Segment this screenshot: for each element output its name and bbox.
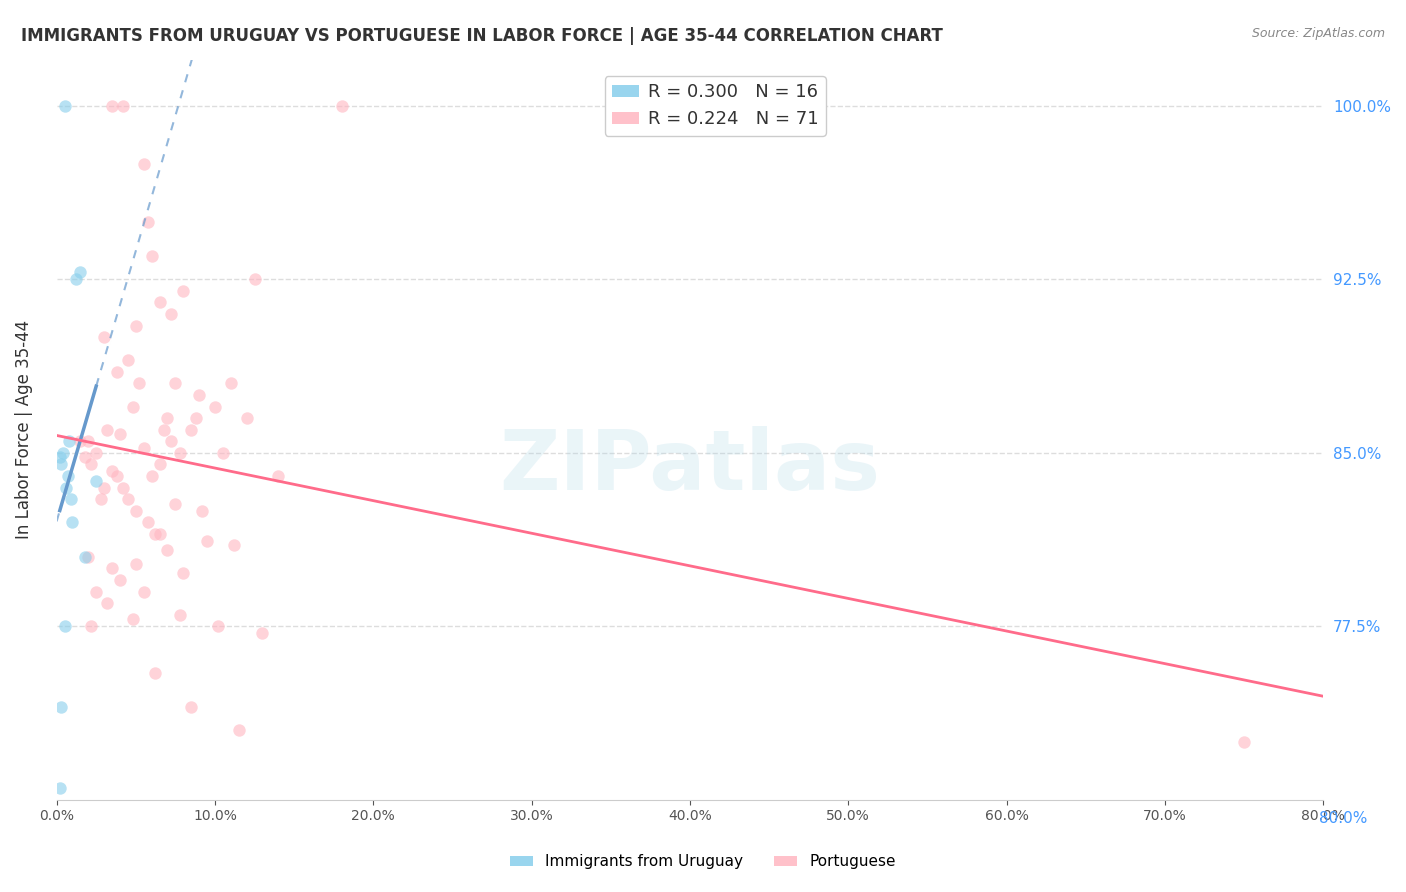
Text: Source: ZipAtlas.com: Source: ZipAtlas.com bbox=[1251, 27, 1385, 40]
Point bbox=[191, 503, 214, 517]
Point bbox=[69, 434, 91, 449]
Text: ZIPatlas: ZIPatlas bbox=[499, 426, 880, 508]
Point bbox=[49, 781, 72, 796]
Point bbox=[96, 423, 118, 437]
Point bbox=[49, 450, 72, 465]
Point bbox=[330, 99, 353, 113]
Point bbox=[141, 469, 163, 483]
Point bbox=[243, 272, 266, 286]
Point bbox=[90, 491, 112, 506]
Point bbox=[128, 376, 150, 391]
Point bbox=[222, 538, 245, 552]
Point bbox=[105, 365, 128, 379]
Point bbox=[138, 515, 160, 529]
Point bbox=[235, 411, 257, 425]
Point bbox=[180, 700, 202, 714]
Point bbox=[159, 434, 181, 449]
Point bbox=[108, 427, 131, 442]
Point bbox=[207, 619, 229, 633]
Point bbox=[75, 549, 97, 564]
Point bbox=[172, 284, 194, 298]
Point bbox=[125, 557, 148, 571]
Point bbox=[132, 441, 155, 455]
Point bbox=[65, 272, 87, 286]
Point bbox=[169, 607, 191, 622]
Point bbox=[84, 474, 107, 488]
Legend: R = 0.300   N = 16, R = 0.224   N = 71: R = 0.300 N = 16, R = 0.224 N = 71 bbox=[605, 76, 825, 136]
Point bbox=[143, 526, 166, 541]
Legend: Immigrants from Uruguay, Portuguese: Immigrants from Uruguay, Portuguese bbox=[505, 848, 901, 875]
Text: 80.0%: 80.0% bbox=[1319, 812, 1367, 826]
Point bbox=[132, 157, 155, 171]
Point bbox=[56, 469, 79, 483]
Point bbox=[53, 99, 76, 113]
Point bbox=[165, 376, 187, 391]
Point bbox=[159, 307, 181, 321]
Point bbox=[1233, 735, 1256, 749]
Point bbox=[188, 388, 211, 402]
Point bbox=[53, 619, 76, 633]
Point bbox=[252, 626, 274, 640]
Point bbox=[101, 99, 124, 113]
Point bbox=[148, 458, 170, 472]
Y-axis label: In Labor Force | Age 35-44: In Labor Force | Age 35-44 bbox=[15, 320, 32, 540]
Point bbox=[77, 549, 100, 564]
Point bbox=[180, 423, 202, 437]
Point bbox=[77, 434, 100, 449]
Point bbox=[156, 543, 179, 558]
Point bbox=[84, 584, 107, 599]
Point bbox=[228, 723, 250, 738]
Point bbox=[132, 584, 155, 599]
Point bbox=[156, 411, 179, 425]
Point bbox=[138, 214, 160, 228]
Point bbox=[51, 700, 73, 714]
Point bbox=[96, 596, 118, 610]
Point bbox=[172, 566, 194, 580]
Point bbox=[55, 481, 77, 495]
Point bbox=[204, 400, 226, 414]
Point bbox=[62, 515, 84, 529]
Point bbox=[165, 497, 187, 511]
Point bbox=[80, 619, 103, 633]
Point bbox=[143, 665, 166, 680]
Point bbox=[75, 450, 97, 465]
Point bbox=[112, 481, 135, 495]
Point bbox=[105, 469, 128, 483]
Point bbox=[117, 353, 139, 368]
Point bbox=[84, 446, 107, 460]
Point bbox=[148, 526, 170, 541]
Point bbox=[153, 423, 176, 437]
Point bbox=[212, 446, 235, 460]
Point bbox=[52, 446, 75, 460]
Point bbox=[125, 318, 148, 333]
Point bbox=[195, 533, 218, 548]
Point bbox=[121, 612, 143, 626]
Point bbox=[101, 464, 124, 478]
Point bbox=[148, 295, 170, 310]
Point bbox=[69, 265, 91, 279]
Point bbox=[108, 573, 131, 587]
Point bbox=[125, 503, 148, 517]
Point bbox=[267, 469, 290, 483]
Point bbox=[80, 458, 103, 472]
Point bbox=[51, 458, 73, 472]
Point bbox=[121, 400, 143, 414]
Point bbox=[117, 491, 139, 506]
Point bbox=[184, 411, 207, 425]
Point bbox=[93, 330, 115, 344]
Point bbox=[93, 481, 115, 495]
Point bbox=[169, 446, 191, 460]
Point bbox=[219, 376, 242, 391]
Point bbox=[141, 249, 163, 263]
Point bbox=[58, 434, 80, 449]
Point bbox=[101, 561, 124, 575]
Point bbox=[59, 491, 82, 506]
Point bbox=[112, 99, 135, 113]
Text: IMMIGRANTS FROM URUGUAY VS PORTUGUESE IN LABOR FORCE | AGE 35-44 CORRELATION CHA: IMMIGRANTS FROM URUGUAY VS PORTUGUESE IN… bbox=[21, 27, 943, 45]
